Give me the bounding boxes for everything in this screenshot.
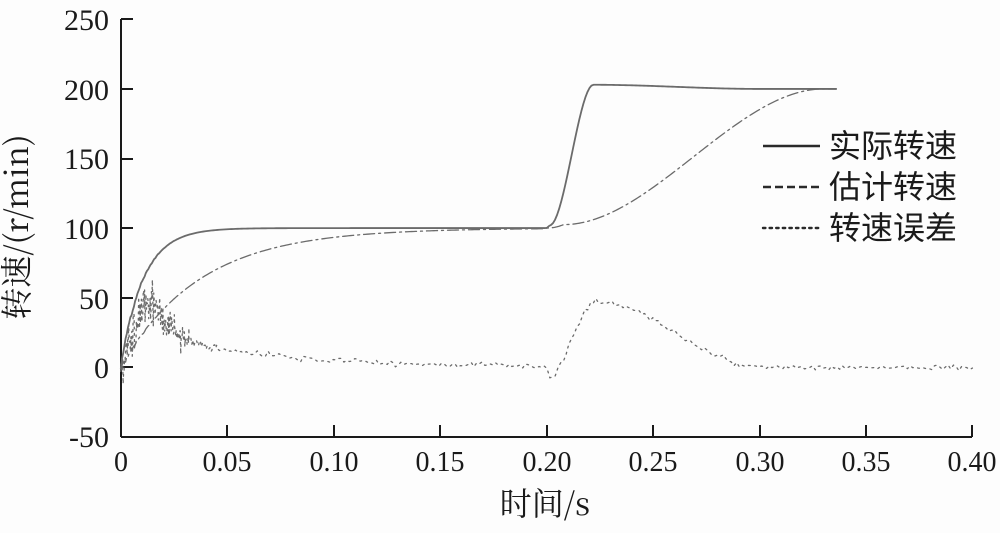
svg-text:实际转速: 实际转速	[829, 128, 957, 164]
svg-text:0.15: 0.15	[416, 447, 465, 478]
svg-text:0.35: 0.35	[842, 447, 891, 478]
svg-text:100: 100	[64, 213, 109, 246]
svg-text:150: 150	[64, 143, 109, 176]
svg-text:0.25: 0.25	[629, 447, 678, 478]
svg-text:-50: -50	[69, 421, 109, 454]
svg-text:0.40: 0.40	[948, 447, 997, 478]
svg-text:0: 0	[114, 447, 128, 478]
svg-text:估计转速: 估计转速	[829, 169, 957, 205]
svg-text:转速误差: 转速误差	[829, 210, 957, 246]
svg-text:0.20: 0.20	[523, 447, 572, 478]
svg-text:0.05: 0.05	[203, 447, 252, 478]
svg-text:250: 250	[64, 4, 109, 37]
svg-text:转速/(r/min): 转速/(r/min)	[0, 134, 38, 319]
svg-text:0.30: 0.30	[736, 447, 785, 478]
svg-text:50: 50	[79, 283, 109, 316]
svg-text:200: 200	[64, 74, 109, 107]
svg-text:0.10: 0.10	[310, 447, 359, 478]
svg-text:时间/s: 时间/s	[500, 479, 590, 525]
svg-text:0: 0	[94, 352, 109, 385]
